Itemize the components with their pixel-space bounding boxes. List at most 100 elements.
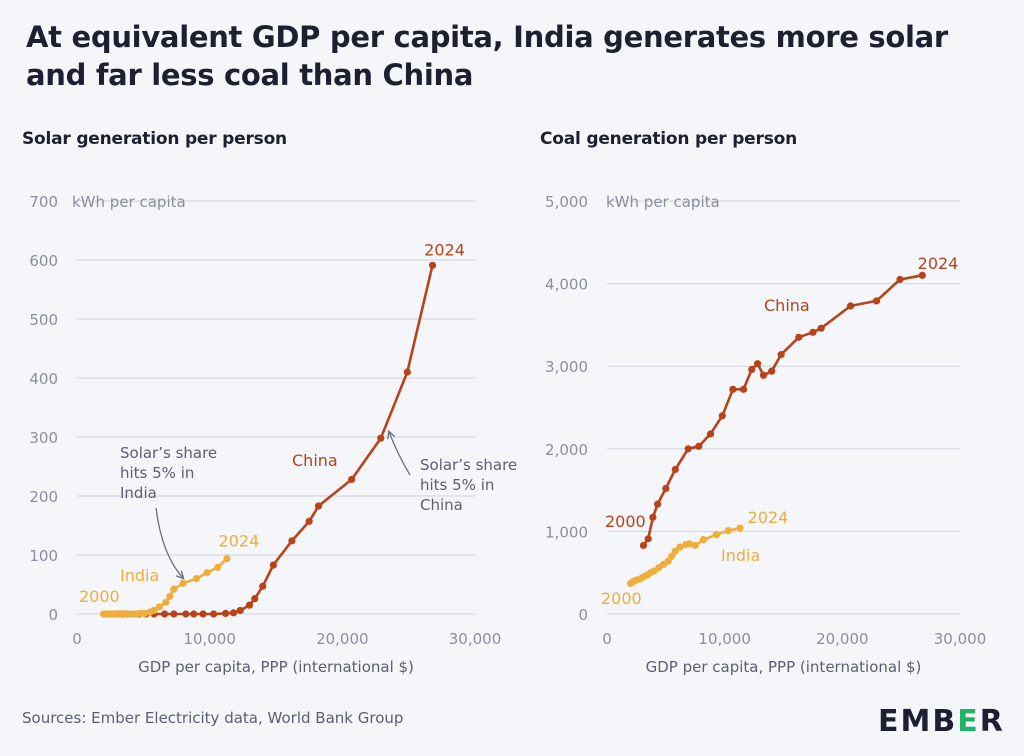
india-point [691,541,699,550]
india-series-label: India [120,566,159,585]
india-point [179,579,187,587]
y-tick-label: 100 [29,547,58,565]
china-point [896,275,904,284]
china-annotation-text: China [420,496,463,514]
india-point [699,536,708,544]
source-note: Sources: Ember Electricity data, World B… [22,709,404,727]
y-axis-label: kWh per capita [72,193,186,211]
china-point [170,610,178,618]
china-series-label: China [292,451,338,470]
india-point [166,592,174,600]
china-point [817,324,825,332]
india-point [724,526,732,535]
india-point [223,554,231,563]
china-line [118,265,434,616]
india-point [671,547,679,555]
china-point [671,465,679,474]
china-point [872,297,881,305]
china-end-year-label: 2024 [918,254,959,273]
x-tick-label: 30,000 [934,630,987,648]
china-point [759,371,768,379]
x-tick-label: 10,000 [183,630,236,648]
india-point [736,524,744,532]
india-start-year-label: 2000 [601,589,642,608]
china-point [314,502,323,510]
china-point [768,367,776,375]
china-point [210,610,218,618]
y-axis-label: kWh per capita [606,193,720,211]
y-tick-label: 2,000 [545,441,588,459]
charts-canvas: 0 100 200 300 400 500 600 700 kWh per capita 0 10,… [29,193,986,676]
x-tick-label: 0 [602,630,612,648]
india-series-label: India [721,546,760,565]
china-point [748,365,756,374]
china-point [236,606,244,615]
china-point [706,430,715,438]
china-point [348,475,356,484]
solar-chart-title: Solar generation per person [22,129,287,149]
y-tick-label: 4,000 [545,276,588,294]
coal-chart: 0 1,000 2,000 3,000 4,000 5,000 kWh per capita… [545,193,986,676]
y-tick-label: 600 [29,252,58,270]
x-axis-label: GDP per capita, PPP (international $) [138,658,414,676]
india-annotation-text: hits 5% in [120,464,194,482]
china-point [684,445,692,453]
china-point [644,535,652,543]
china-point [182,610,190,618]
y-tick-label: 500 [29,311,58,329]
india-point [162,598,170,606]
india-point [150,606,158,615]
india-point [170,585,178,593]
y-tick-label: 3,000 [545,358,588,376]
china-point [269,561,277,569]
ember-logo: EMBER [878,704,1005,739]
x-axis-label: GDP per capita, PPP (international $) [646,658,922,676]
china-line [642,274,923,547]
india-end-year-label: 2024 [219,532,260,551]
china-start-year-label: 2000 [605,512,646,531]
china-point [739,385,748,393]
china-annotation-arrow [389,432,411,476]
china-point [288,537,296,545]
india-point [192,575,200,583]
china-point [795,333,803,341]
china-point [918,271,926,279]
china-point [403,368,411,376]
china-point [428,261,437,269]
x-tick-label: 20,000 [316,630,369,648]
india-start-year-label: 2000 [79,587,120,606]
x-tick-label: 0 [72,630,82,648]
x-tick-label: 10,000 [698,630,751,648]
india-point [685,540,693,548]
china-point [199,610,207,618]
china-point [221,609,230,618]
x-tick-label: 20,000 [816,630,869,648]
china-point [662,484,670,493]
india-point [712,531,721,539]
y-tick-label: 700 [29,193,58,211]
x-tick-label: 30,000 [449,630,502,648]
china-point [245,601,254,609]
y-tick-label: 0 [578,606,588,624]
y-tick-label: 5,000 [545,193,588,211]
china-point [754,360,762,368]
india-point [203,569,211,577]
china-annotation-text: Solar’s share [420,456,517,474]
china-point [259,582,267,590]
china-point [695,442,703,450]
china-point [809,328,817,336]
china-point [160,610,169,618]
y-tick-label: 300 [29,429,58,447]
india-point [214,563,222,571]
india-end-year-label: 2024 [748,508,789,527]
china-point [229,609,238,617]
china-point [251,595,259,603]
china-point [729,385,737,393]
y-tick-label: 200 [29,488,58,506]
y-tick-label: 1,000 [545,523,588,541]
china-end-year-label: 2024 [424,240,465,259]
china-point [377,434,385,442]
y-tick-label: 0 [48,606,58,624]
china-point [639,541,648,550]
y-tick-label: 400 [29,370,58,388]
